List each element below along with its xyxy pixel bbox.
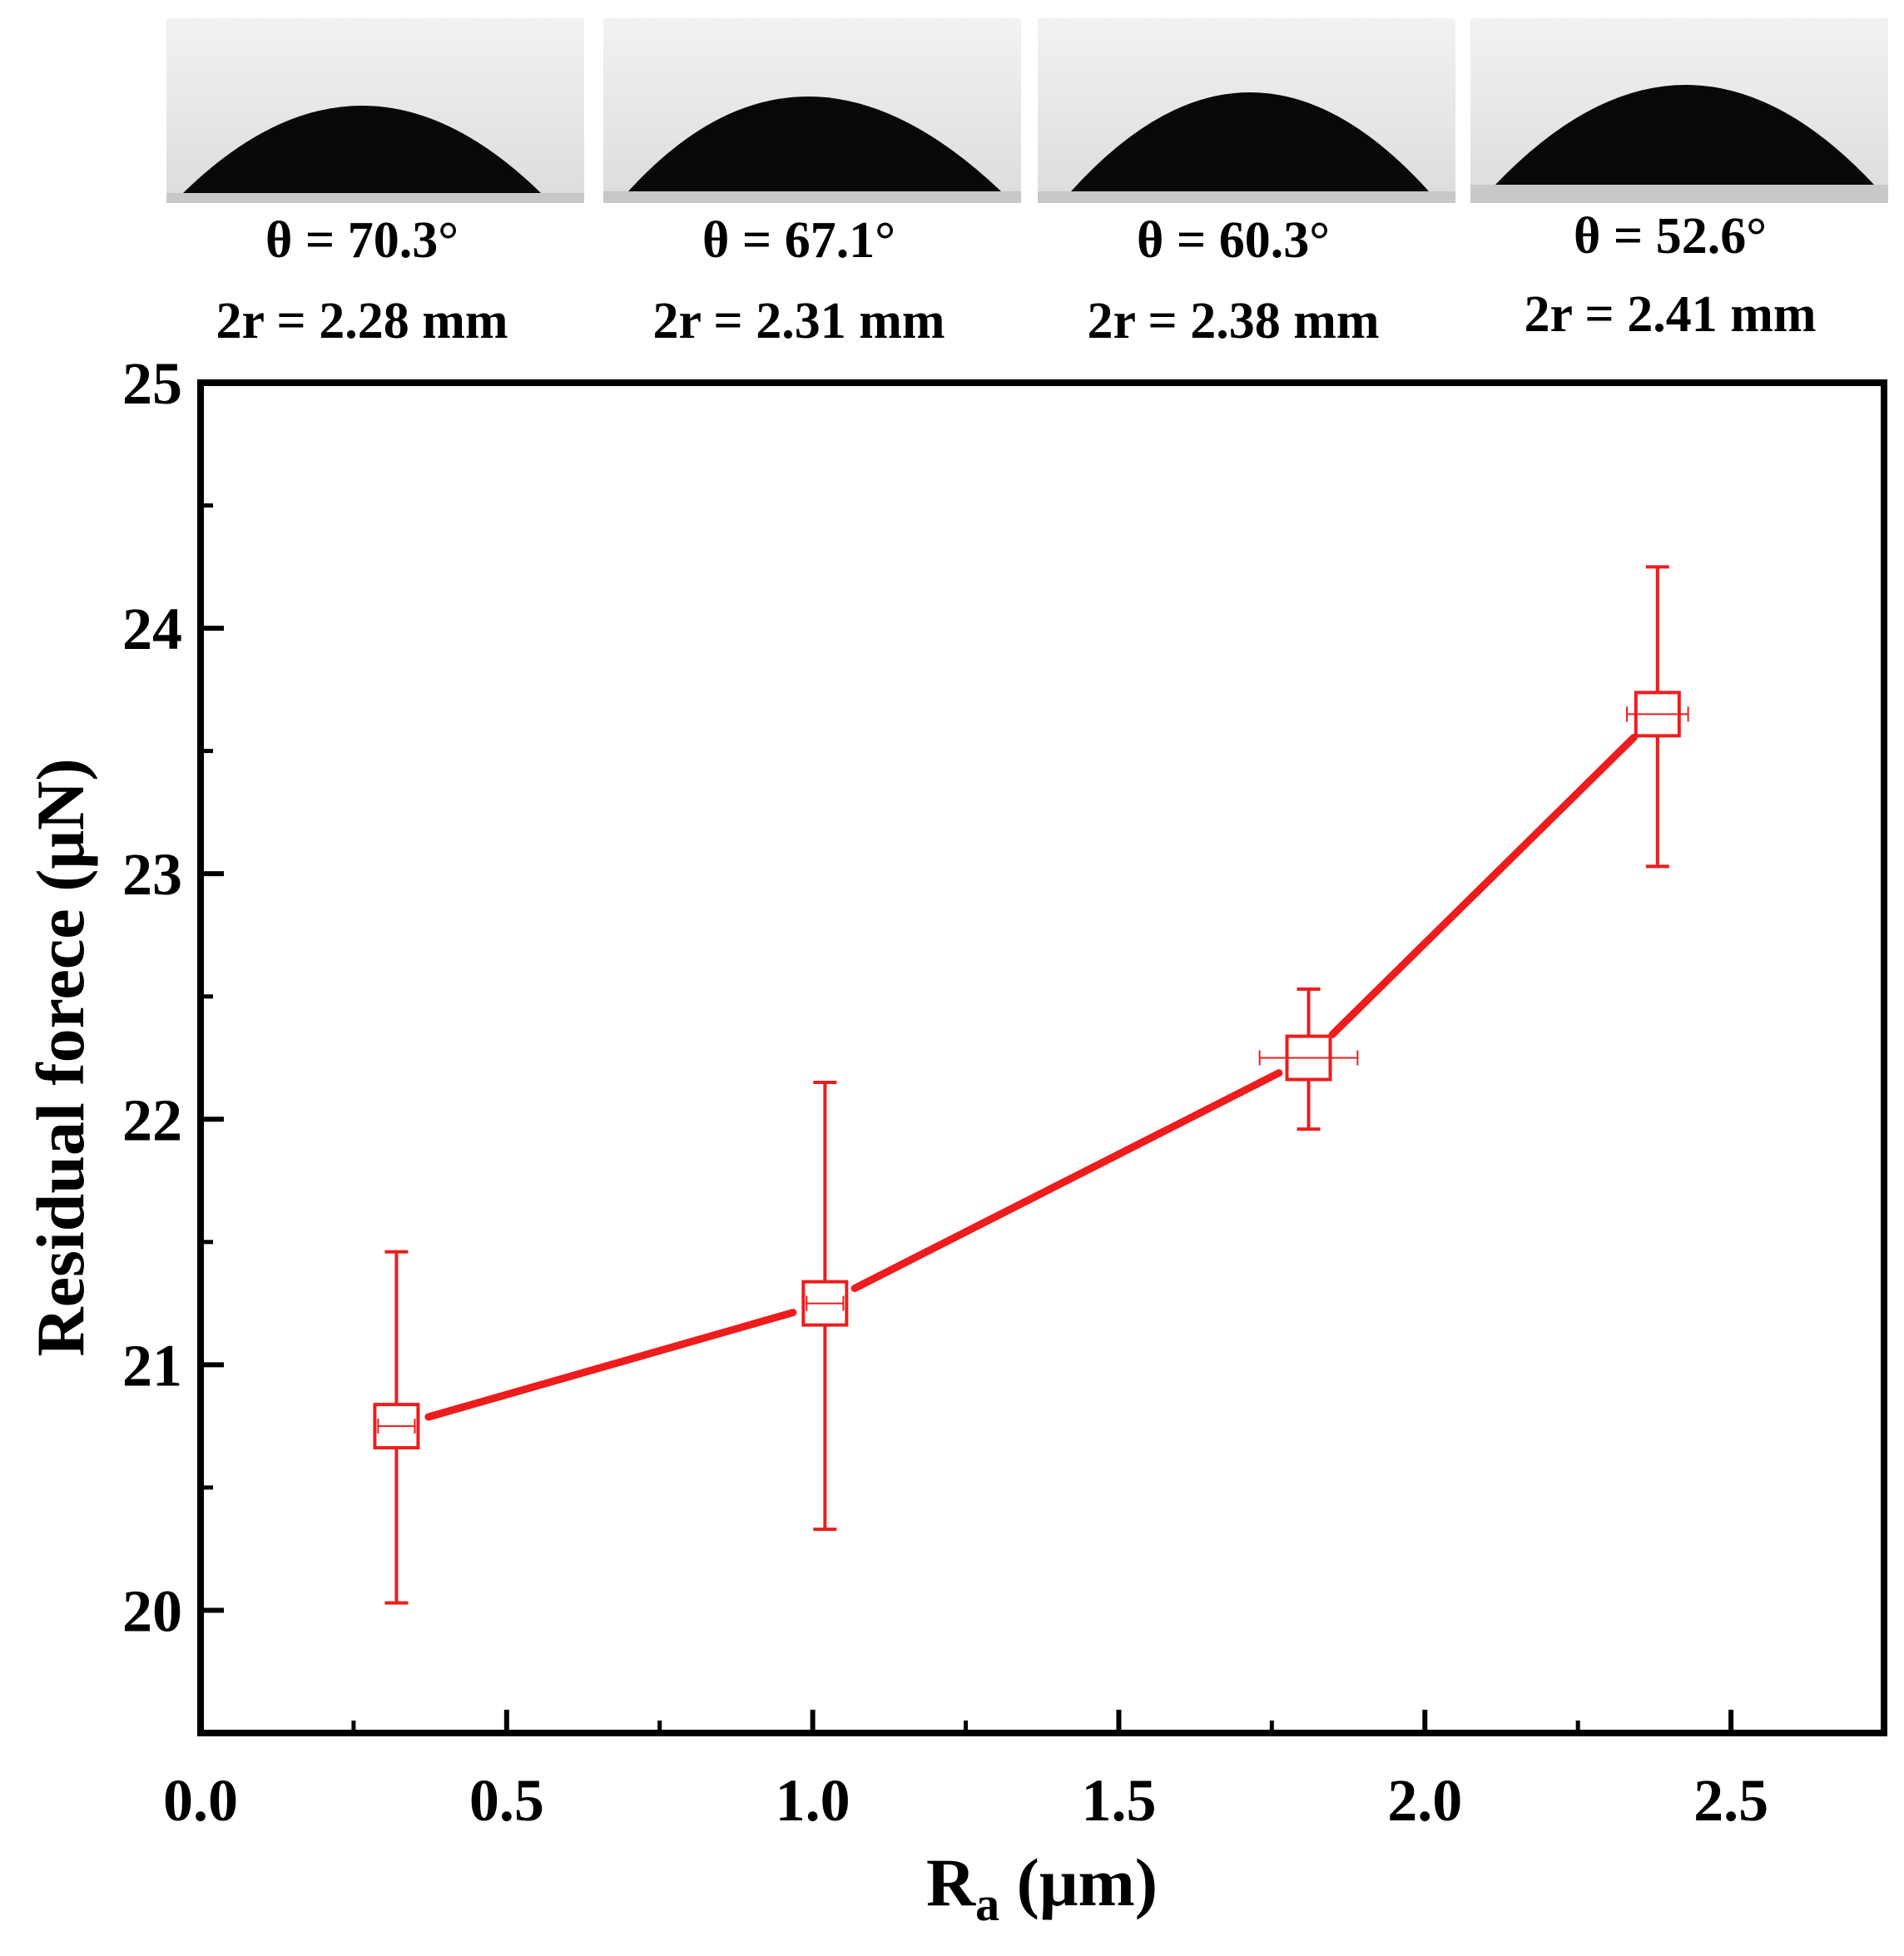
y-tick-label: 23 xyxy=(122,841,182,908)
data-point-marker xyxy=(1285,1034,1332,1082)
y-axis-label: Residual forece (μN) xyxy=(22,758,98,1356)
series-layer xyxy=(373,565,1689,1605)
droplet-image-4 xyxy=(1470,18,1888,203)
droplet-3-angle: θ = 60.3° xyxy=(1137,212,1330,269)
x-tick-label: 2.5 xyxy=(1693,1767,1768,1834)
x-axis-label-unit: (μm) xyxy=(999,1845,1158,1920)
y-tick-label: 24 xyxy=(122,596,182,662)
series-line-segment xyxy=(424,1309,797,1421)
droplet-image-1 xyxy=(166,18,584,203)
y-tick-label: 25 xyxy=(122,350,182,417)
droplet-3-diameter: 2r = 2.38 mm xyxy=(1087,293,1380,349)
droplet-1-diameter: 2r = 2.28 mm xyxy=(216,293,508,349)
droplet-2-diameter: 2r = 2.31 mm xyxy=(652,293,945,349)
x-tick-label: 0.5 xyxy=(469,1767,544,1834)
droplet-images-row: θ = 70.3° 2r = 2.28 mm θ = 67.1° 2r = 2.… xyxy=(0,0,1904,358)
droplet-4-angle: θ = 52.6° xyxy=(1574,208,1767,265)
y-tick-label: 20 xyxy=(122,1577,182,1644)
x-tick-label: 0.0 xyxy=(163,1767,238,1834)
y-tick-label: 22 xyxy=(122,1087,182,1153)
droplet-4-diameter: 2r = 2.41 mm xyxy=(1524,286,1817,343)
droplet-image-2 xyxy=(603,18,1021,203)
x-axis-label-subscript: a xyxy=(975,1877,999,1931)
data-point-marker xyxy=(373,1403,420,1450)
x-tick-label: 1.5 xyxy=(1081,1767,1156,1834)
series-line-segment xyxy=(1328,733,1638,1038)
x-axis-label-main: R xyxy=(926,1845,976,1920)
droplet-image-3 xyxy=(1038,18,1455,203)
y-axis-ticks: 20 21 22 23 24 25 xyxy=(122,350,224,1644)
x-tick-label: 2.0 xyxy=(1387,1767,1462,1834)
data-point-marker xyxy=(801,1280,849,1327)
data-point-marker xyxy=(1634,691,1681,738)
series-line-segment xyxy=(850,1069,1283,1292)
x-axis-label: Ra (μm) xyxy=(926,1845,1158,1931)
plot-frame xyxy=(197,379,1887,1736)
droplet-1-angle: θ = 70.3° xyxy=(265,212,459,269)
x-axis-ticks: 0.0 0.5 1.0 1.5 2.0 2.5 xyxy=(163,1710,1768,1834)
droplet-2-angle: θ = 67.1° xyxy=(702,212,895,269)
y-tick-label: 21 xyxy=(122,1332,182,1399)
x-tick-label: 1.0 xyxy=(776,1767,850,1834)
